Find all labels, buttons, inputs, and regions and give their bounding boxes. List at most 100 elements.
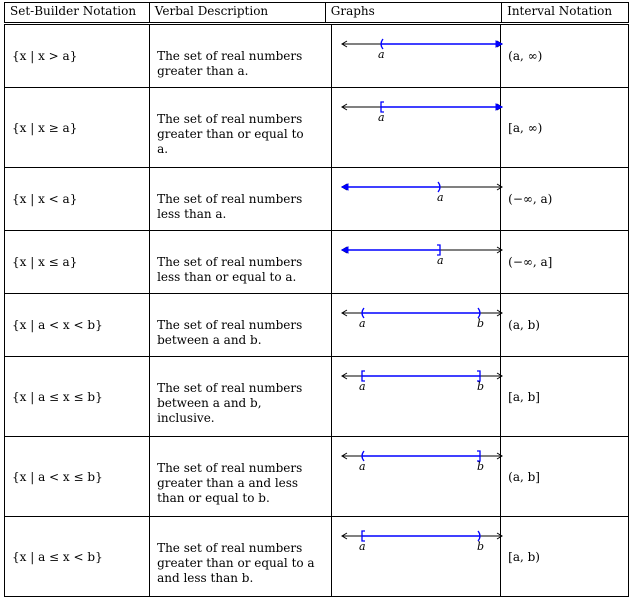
description-line: and less than b. [157, 571, 254, 585]
verbal-description-cell: The set of real numbers greater than a. [149, 24, 332, 88]
set-builder-text: {x | x < [12, 192, 63, 206]
header-verbal-description: Verbal Description [148, 2, 326, 23]
verbal-description-cell: The set of real numbers greater than or e… [149, 87, 332, 168]
interval-notation-cell: (a, b) [500, 293, 629, 357]
set-builder-cell: {x | x < a} [3, 167, 151, 231]
description-line: between a and b. [157, 333, 262, 347]
interval-notation-cell: (a, ∞) [500, 24, 629, 88]
set-builder-text: b [87, 318, 96, 332]
verbal-description-cell: The set of real numbers greater than or e… [149, 516, 332, 597]
number-line-graph-cell: a [330, 87, 503, 168]
verbal-description-cell: The set of real numbers less than or equa… [149, 230, 332, 294]
axis-arrow-left-icon [340, 103, 347, 111]
notation-table: {x | x > a} The set of real numbers greate… [3, 24, 629, 597]
closed-endpoint-icon [476, 370, 481, 382]
axis-arrow-left-icon [340, 372, 347, 380]
closed-endpoint-icon [361, 370, 365, 382]
description-line: The set of real numbers [157, 255, 303, 269]
set-builder-cell: {x | a ≤ x ≤ b} [3, 356, 151, 437]
set-builder-text: } [95, 549, 103, 564]
description-line: The set of real numbers [157, 192, 303, 206]
description-line: The set of real numbers [157, 461, 303, 475]
description-line: The set of real numbers [157, 112, 303, 126]
set-builder-text: {x | x > [12, 49, 63, 63]
axis-arrow-left-icon [340, 309, 347, 317]
interval-arrow-icon [340, 183, 349, 191]
set-builder-cell: {x | a < x ≤ b} [3, 436, 151, 517]
endpoint-label: b [477, 460, 484, 473]
description-line: less than a. [157, 207, 227, 221]
endpoint-label: a [359, 317, 366, 330]
set-builder-text: a [62, 120, 70, 135]
open-endpoint-icon [477, 307, 481, 319]
header-interval-notation: Interval Notation [501, 2, 629, 23]
endpoint-label: b [477, 540, 484, 553]
axis-arrow-right-icon [496, 532, 503, 540]
description-line: The set of real numbers [157, 381, 303, 395]
header-graphs: Graphs [324, 2, 503, 23]
interval-notation-cell: [a, ∞) [500, 87, 629, 168]
number-line: a [340, 38, 503, 61]
number-line: a [340, 181, 503, 204]
description-line: greater than or equal to a [157, 556, 315, 570]
set-builder-text: } [95, 389, 103, 404]
set-builder-text: } [95, 469, 103, 484]
set-builder-text: b [87, 389, 96, 404]
closed-endpoint-icon [380, 101, 384, 113]
description-line: a. [157, 142, 169, 156]
table-row: {x | x < a} The set of real numbers less t… [3, 167, 629, 231]
set-builder-text: } [69, 255, 78, 269]
set-builder-cell: {x | x > a} [3, 24, 151, 88]
endpoint-label: a [359, 460, 366, 473]
table-header: Set-Builder Notation Verbal Description … [4, 2, 629, 23]
set-builder-text: {x | a < x < [12, 318, 88, 332]
table-row: {x | a < x < b} The set of real numbers be… [3, 293, 629, 357]
set-builder-text: a [62, 49, 70, 63]
interval-arrow-icon [495, 40, 503, 48]
description-line: The set of real numbers [157, 49, 303, 63]
table-row: {x | x ≤ a} The set of real numbers less t… [3, 230, 629, 294]
description-line: inclusive. [157, 411, 215, 425]
verbal-description-cell: The set of real numbers less than a. [149, 167, 332, 231]
endpoint-label: b [477, 380, 484, 393]
set-builder-cell: {x | a ≤ x < b} [3, 516, 151, 597]
axis-arrow-right-icon [496, 246, 503, 254]
description-line: greater than a. [157, 64, 249, 78]
description-line: greater than or equal to [157, 127, 304, 141]
number-line-graph-cell: a [330, 24, 503, 88]
table-row: {x | a ≤ x < b} The set of real numbers gr… [3, 516, 629, 597]
number-line: a [340, 244, 503, 267]
axis-arrow-right-icon [496, 372, 503, 380]
set-builder-text: {x | x ≤ [12, 255, 63, 269]
description-line: The set of real numbers [157, 318, 303, 332]
number-line: a [340, 101, 503, 124]
set-builder-text: {x | a ≤ x ≤ [12, 389, 88, 404]
closed-endpoint-icon [476, 450, 481, 462]
set-builder-text: a [62, 255, 70, 269]
description-line: than or equal to b. [157, 491, 270, 505]
endpoint-label: a [378, 111, 385, 124]
interval-notation-cell: [a, b) [500, 516, 629, 597]
set-builder-cell: {x | a < x < b} [3, 293, 151, 357]
open-endpoint-icon [361, 307, 365, 319]
axis-arrow-left-icon [340, 532, 347, 540]
open-endpoint-icon [477, 530, 481, 542]
number-line-graph-cell: a [330, 230, 503, 294]
endpoint-label: a [437, 254, 444, 267]
axis-arrow-right-icon [496, 183, 503, 191]
description-line: greater than a and less [157, 476, 299, 490]
axis-arrow-right-icon [496, 309, 503, 317]
header-set-builder: Set-Builder Notation [4, 2, 150, 23]
open-endpoint-icon [361, 450, 365, 462]
number-line-graph-cell: a [330, 167, 503, 231]
endpoint-label: b [477, 317, 484, 330]
open-endpoint-icon [437, 181, 441, 193]
interval-arrow-icon [495, 103, 503, 111]
set-builder-text: a [62, 192, 70, 206]
set-builder-text: } [69, 192, 78, 206]
